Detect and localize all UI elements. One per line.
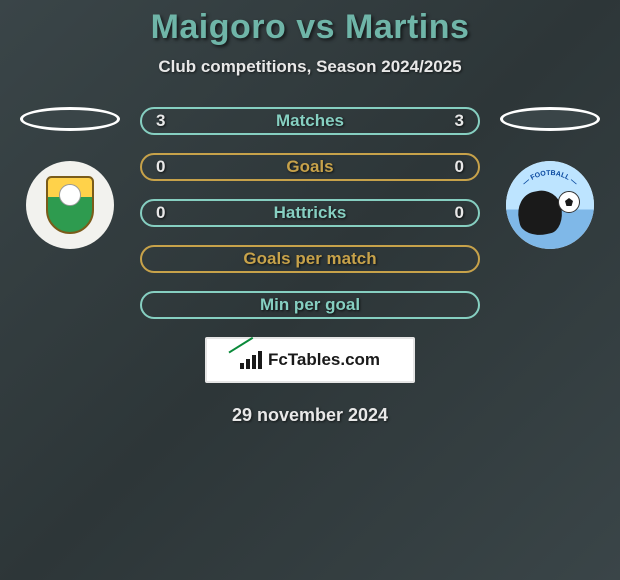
- stat-right-value: 0: [444, 203, 464, 223]
- stat-pill: 0Hattricks0: [140, 199, 480, 227]
- source-badge[interactable]: FcTables.com: [205, 337, 415, 383]
- stat-label: Goals: [176, 157, 444, 177]
- stat-right-value: 0: [444, 157, 464, 177]
- stat-left-value: 0: [156, 157, 176, 177]
- right-player-col: — FOOTBALL —: [500, 107, 600, 249]
- page-subtitle: Club competitions, Season 2024/2025: [0, 57, 620, 77]
- date-label: 29 november 2024: [0, 405, 620, 426]
- stat-label: Goals per match: [176, 249, 444, 269]
- bar-chart-icon: [240, 351, 262, 369]
- comparison-row: 3Matches30Goals00Hattricks0Goals per mat…: [0, 107, 620, 319]
- svg-text:— FOOTBALL —: — FOOTBALL —: [522, 170, 579, 187]
- stat-pill: 3Matches3: [140, 107, 480, 135]
- stat-right-value: 3: [444, 111, 464, 131]
- player-ellipse-left: [20, 107, 120, 131]
- stat-pill: Goals per match: [140, 245, 480, 273]
- stat-left-value: 0: [156, 203, 176, 223]
- page-title: Maigoro vs Martins: [0, 8, 620, 47]
- stat-label: Min per goal: [176, 295, 444, 315]
- soccer-ball-icon: [558, 191, 580, 213]
- stat-pill: Min per goal: [140, 291, 480, 319]
- comparison-card: Maigoro vs Martins Club competitions, Se…: [0, 0, 620, 426]
- stat-label: Matches: [176, 111, 444, 131]
- stat-pill: 0Goals0: [140, 153, 480, 181]
- stat-left-value: 3: [156, 111, 176, 131]
- club-crest-right: — FOOTBALL —: [506, 161, 594, 249]
- stats-column: 3Matches30Goals00Hattricks0Goals per mat…: [140, 107, 480, 319]
- badge-label: FcTables.com: [268, 350, 380, 370]
- left-player-col: [20, 107, 120, 249]
- player-ellipse-right: [500, 107, 600, 131]
- club-crest-left: [26, 161, 114, 249]
- stat-label: Hattricks: [176, 203, 444, 223]
- shield-icon: [46, 176, 94, 234]
